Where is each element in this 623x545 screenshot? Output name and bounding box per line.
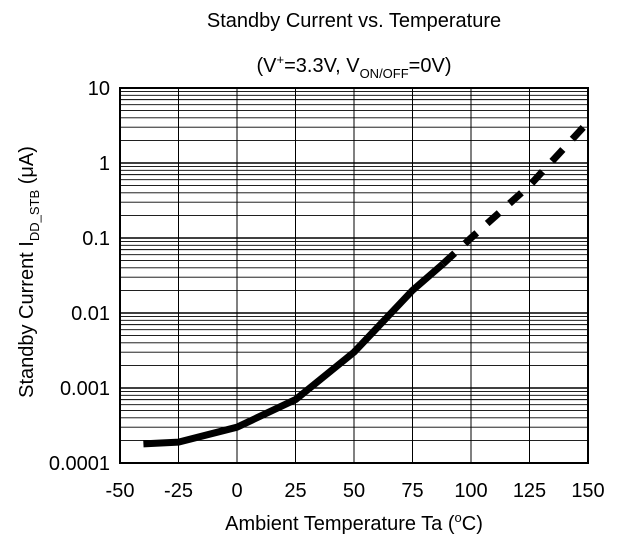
y-tick-label: 0.01 xyxy=(71,303,110,325)
x-tick-label: 25 xyxy=(284,480,306,502)
x-tick-label: 0 xyxy=(231,480,242,502)
subtitle-sup: + xyxy=(277,52,285,67)
y-tick-label: 0.1 xyxy=(82,228,110,250)
subtitle-part-0: (V xyxy=(257,55,278,77)
y-axis-label: Standby Current IDD_STB (μA) xyxy=(16,146,42,398)
y-tick-label: 0.0001 xyxy=(49,453,110,475)
grid xyxy=(120,88,588,463)
plot-frame xyxy=(119,87,589,464)
series xyxy=(143,119,591,448)
ylabel-sub: DD_STB xyxy=(27,190,42,241)
x-tick-label: 50 xyxy=(343,480,365,502)
series-line-solid xyxy=(143,261,446,448)
y-tick-label: 0.001 xyxy=(60,378,110,400)
x-tick-label: 150 xyxy=(571,480,604,502)
y-tick-label: 1 xyxy=(99,153,110,175)
x-tick-label: -25 xyxy=(164,480,193,502)
chart-subtitle: (V+=3.3V, VON/OFF=0V) xyxy=(257,52,452,81)
y-tick-label: 10 xyxy=(88,78,110,100)
x-tick-label: -50 xyxy=(106,480,135,502)
ylabel-part-2: (μA) xyxy=(16,146,38,190)
series-line-dashed xyxy=(440,119,591,267)
x-tick-labels: -50 -25 0 25 50 75 100 125 150 xyxy=(106,480,605,502)
x-tick-label: 100 xyxy=(454,480,487,502)
chart-title: Standby Current vs. Temperature xyxy=(207,10,501,32)
xlabel-sup: o xyxy=(455,510,462,525)
xlabel-part-2: C) xyxy=(462,513,483,535)
x-tick-label: 75 xyxy=(401,480,423,502)
subtitle-part-4: =0V) xyxy=(409,55,452,77)
subtitle-sub: ON/OFF xyxy=(360,66,409,81)
x-tick-label: 125 xyxy=(513,480,546,502)
x-axis-label: Ambient Temperature Ta (oC) xyxy=(225,510,483,535)
subtitle-part-2: =3.3V, V xyxy=(284,55,360,77)
ylabel-part-0: Standby Current I xyxy=(16,241,38,398)
y-tick-labels: 0.0001 0.001 0.01 0.1 1 10 xyxy=(49,78,110,475)
xlabel-part-0: Ambient Temperature Ta ( xyxy=(225,513,455,535)
